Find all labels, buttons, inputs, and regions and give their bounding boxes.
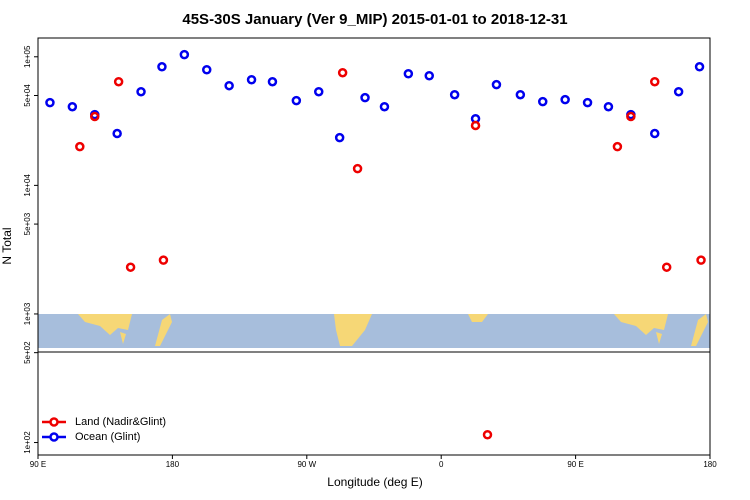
legend-marker <box>49 417 59 427</box>
x-tick-label: 90 E <box>30 460 46 469</box>
point <box>158 255 169 265</box>
point <box>603 101 614 112</box>
point <box>626 111 636 122</box>
point <box>313 86 324 97</box>
point <box>89 111 100 122</box>
point <box>582 97 593 108</box>
point <box>201 64 212 75</box>
ocean-background <box>38 314 710 348</box>
point <box>246 74 257 85</box>
point <box>75 141 85 152</box>
point <box>112 128 122 139</box>
plot-frame <box>37 37 711 456</box>
point <box>612 141 623 152</box>
x-tick-label: 180 <box>166 460 180 469</box>
land-shape <box>656 332 662 344</box>
x-tick-label: 0 <box>439 460 444 469</box>
y-tick-label: 1e+03 <box>23 302 32 325</box>
y-axis-label: N Total <box>0 227 14 264</box>
point <box>352 163 363 174</box>
point <box>403 69 414 79</box>
point <box>291 95 302 106</box>
y-tick-label: 5e+03 <box>23 212 32 235</box>
x-tick-label: 90 W <box>297 460 316 469</box>
point <box>136 86 146 97</box>
land-shape <box>691 314 708 346</box>
land-shape <box>78 314 132 335</box>
point <box>113 76 124 87</box>
point <box>45 97 55 108</box>
point <box>267 76 278 87</box>
point <box>125 262 136 272</box>
land-shape <box>614 314 668 335</box>
y-tick-label: 1e+05 <box>23 45 32 68</box>
point <box>67 101 78 112</box>
point <box>360 92 370 103</box>
land-shape <box>120 332 126 344</box>
legend-label: Land (Nadir&Glint) <box>75 416 166 428</box>
point <box>515 89 526 100</box>
point <box>649 128 660 139</box>
point <box>334 132 345 143</box>
point <box>673 86 684 97</box>
point <box>379 101 390 112</box>
point <box>649 76 660 87</box>
map-band <box>38 314 710 348</box>
legend-marker <box>49 432 59 442</box>
land-shape <box>334 314 372 346</box>
point <box>694 62 705 72</box>
x-tick-label: 180 <box>703 460 717 469</box>
x-axis-label: Longitude (deg E) <box>327 475 422 489</box>
point <box>696 255 706 265</box>
point <box>491 79 502 90</box>
point <box>470 120 481 131</box>
y-tick-label: 5e+02 <box>23 341 32 364</box>
point <box>449 89 460 100</box>
point <box>179 49 190 60</box>
legend-label: Ocean (Glint) <box>75 431 140 443</box>
point <box>157 62 167 72</box>
point <box>560 94 570 105</box>
point <box>337 67 348 78</box>
land-shape <box>155 314 172 346</box>
point <box>537 96 548 107</box>
point <box>224 80 234 91</box>
y-tick-label: 1e+02 <box>23 431 32 454</box>
x-tick-label: 90 E <box>567 460 583 469</box>
y-tick-label: 5e+04 <box>23 84 32 107</box>
land-shape <box>468 314 488 322</box>
point <box>424 71 435 81</box>
point <box>482 429 493 440</box>
point <box>661 262 672 272</box>
chart-title: 45S-30S January (Ver 9_MIP) 2015-01-01 t… <box>182 11 567 28</box>
y-tick-label: 1e+04 <box>23 174 32 197</box>
